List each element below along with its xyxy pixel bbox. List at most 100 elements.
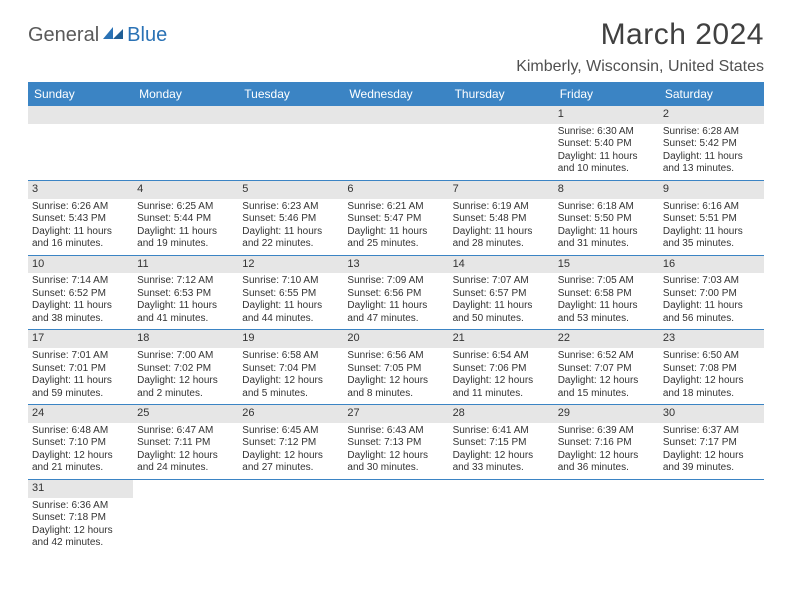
- day-number: 28: [449, 405, 554, 423]
- day-detail-line: Sunrise: 6:48 AM: [32, 425, 129, 438]
- day-detail-line: and 28 minutes.: [453, 238, 550, 251]
- day-number: 4: [133, 181, 238, 199]
- day-number: 13: [343, 256, 448, 274]
- day-cell: 31Sunrise: 6:36 AMSunset: 7:18 PMDayligh…: [28, 480, 133, 554]
- day-detail-line: Sunset: 7:04 PM: [242, 363, 339, 376]
- day-detail: Sunrise: 6:50 AMSunset: 7:08 PMDaylight:…: [663, 350, 760, 400]
- day-detail: Sunrise: 6:18 AMSunset: 5:50 PMDaylight:…: [558, 201, 655, 251]
- day-detail-line: Sunrise: 6:50 AM: [663, 350, 760, 363]
- day-header: Sunday: [28, 82, 133, 106]
- day-detail-line: and 39 minutes.: [663, 462, 760, 475]
- logo-text-general: General: [28, 24, 99, 47]
- day-detail: Sunrise: 7:00 AMSunset: 7:02 PMDaylight:…: [137, 350, 234, 400]
- day-detail-line: Daylight: 11 hours: [558, 226, 655, 239]
- day-detail: Sunrise: 6:56 AMSunset: 7:05 PMDaylight:…: [347, 350, 444, 400]
- day-cell: 6Sunrise: 6:21 AMSunset: 5:47 PMDaylight…: [343, 181, 448, 255]
- day-number: 22: [554, 330, 659, 348]
- day-detail-line: and 31 minutes.: [558, 238, 655, 251]
- day-detail-line: Sunset: 5:43 PM: [32, 213, 129, 226]
- day-detail-line: Daylight: 11 hours: [137, 300, 234, 313]
- day-number: 18: [133, 330, 238, 348]
- day-detail: Sunrise: 7:01 AMSunset: 7:01 PMDaylight:…: [32, 350, 129, 400]
- day-cell: [133, 480, 238, 554]
- day-detail-line: Sunset: 6:57 PM: [453, 288, 550, 301]
- day-detail-line: Daylight: 12 hours: [663, 375, 760, 388]
- day-detail-line: Sunrise: 7:07 AM: [453, 275, 550, 288]
- logo-text-blue: Blue: [127, 24, 167, 47]
- day-number: 6: [343, 181, 448, 199]
- title-block: March 2024 Kimberly, Wisconsin, United S…: [516, 18, 764, 76]
- day-cell: 1Sunrise: 6:30 AMSunset: 5:40 PMDaylight…: [554, 106, 659, 180]
- day-cell: 18 Sunrise: 7:00 AMSunset: 7:02 PMDayligh…: [133, 330, 238, 404]
- day-header: Monday: [133, 82, 238, 106]
- day-detail: Sunrise: 6:26 AMSunset: 5:43 PMDaylight:…: [32, 201, 129, 251]
- day-cell: [238, 480, 343, 554]
- day-number: 27: [343, 405, 448, 423]
- day-detail-line: Sunrise: 6:26 AM: [32, 201, 129, 214]
- day-detail-line: Daylight: 11 hours: [32, 226, 129, 239]
- day-detail-line: Sunrise: 7:09 AM: [347, 275, 444, 288]
- day-cell: 28Sunrise: 6:41 AMSunset: 7:15 PMDayligh…: [449, 405, 554, 479]
- day-detail-line: Daylight: 11 hours: [558, 151, 655, 164]
- day-detail-line: Daylight: 11 hours: [242, 300, 339, 313]
- day-cell: 25Sunrise: 6:47 AMSunset: 7:11 PMDayligh…: [133, 405, 238, 479]
- day-cell: 24Sunrise: 6:48 AMSunset: 7:10 PMDayligh…: [28, 405, 133, 479]
- day-detail: Sunrise: 6:28 AMSunset: 5:42 PMDaylight:…: [663, 126, 760, 176]
- day-detail-line: Sunset: 5:51 PM: [663, 213, 760, 226]
- day-detail-line: Sunrise: 6:39 AM: [558, 425, 655, 438]
- day-detail-line: Daylight: 12 hours: [347, 375, 444, 388]
- day-cell: 13Sunrise: 7:09 AMSunset: 6:56 PMDayligh…: [343, 256, 448, 330]
- day-detail-line: Daylight: 12 hours: [137, 375, 234, 388]
- day-detail-line: Daylight: 12 hours: [32, 450, 129, 463]
- day-detail-line: and 25 minutes.: [347, 238, 444, 251]
- day-cell: [449, 106, 554, 180]
- day-cell: 5Sunrise: 6:23 AMSunset: 5:46 PMDaylight…: [238, 181, 343, 255]
- day-detail-line: and 59 minutes.: [32, 388, 129, 401]
- day-detail-line: Daylight: 11 hours: [32, 300, 129, 313]
- day-detail-line: and 36 minutes.: [558, 462, 655, 475]
- day-number: 23: [659, 330, 764, 348]
- day-detail-line: and 11 minutes.: [453, 388, 550, 401]
- day-number: [554, 480, 659, 498]
- day-detail-line: Sunrise: 6:16 AM: [663, 201, 760, 214]
- day-detail-line: Daylight: 12 hours: [242, 375, 339, 388]
- day-detail-line: Sunrise: 7:01 AM: [32, 350, 129, 363]
- header: General Blue March 2024 Kimberly, Wiscon…: [28, 18, 764, 76]
- day-detail-line: Daylight: 11 hours: [453, 300, 550, 313]
- day-detail-line: Sunrise: 6:37 AM: [663, 425, 760, 438]
- day-detail-line: Sunrise: 6:36 AM: [32, 500, 129, 513]
- day-detail-line: Sunrise: 6:25 AM: [137, 201, 234, 214]
- day-detail: Sunrise: 6:43 AMSunset: 7:13 PMDaylight:…: [347, 425, 444, 475]
- day-number: 5: [238, 181, 343, 199]
- day-detail-line: Daylight: 12 hours: [453, 375, 550, 388]
- day-detail-line: Sunset: 7:17 PM: [663, 437, 760, 450]
- day-cell: 12Sunrise: 7:10 AMSunset: 6:55 PMDayligh…: [238, 256, 343, 330]
- day-detail: Sunrise: 6:48 AMSunset: 7:10 PMDaylight:…: [32, 425, 129, 475]
- weeks-container: 1Sunrise: 6:30 AMSunset: 5:40 PMDaylight…: [28, 106, 764, 554]
- logo: General Blue: [28, 24, 167, 47]
- day-number: 20: [343, 330, 448, 348]
- day-detail: Sunrise: 6:45 AMSunset: 7:12 PMDaylight:…: [242, 425, 339, 475]
- day-number: 7: [449, 181, 554, 199]
- day-detail-line: Sunset: 6:53 PM: [137, 288, 234, 301]
- day-cell: 26 Sunrise: 6:45 AMSunset: 7:12 PMDayligh…: [238, 405, 343, 479]
- day-detail-line: Sunrise: 7:10 AM: [242, 275, 339, 288]
- day-detail-line: Sunset: 7:01 PM: [32, 363, 129, 376]
- day-detail-line: Sunset: 6:55 PM: [242, 288, 339, 301]
- day-detail-line: Sunset: 7:11 PM: [137, 437, 234, 450]
- day-number: 26: [238, 405, 343, 423]
- day-detail-line: Sunrise: 6:56 AM: [347, 350, 444, 363]
- day-detail: Sunrise: 7:09 AMSunset: 6:56 PMDaylight:…: [347, 275, 444, 325]
- day-detail-line: Daylight: 12 hours: [558, 450, 655, 463]
- day-detail-line: Daylight: 11 hours: [453, 226, 550, 239]
- day-detail-line: and 18 minutes.: [663, 388, 760, 401]
- day-detail-line: Daylight: 11 hours: [347, 226, 444, 239]
- day-cell: 14Sunrise: 7:07 AMSunset: 6:57 PMDayligh…: [449, 256, 554, 330]
- day-detail-line: Sunrise: 7:14 AM: [32, 275, 129, 288]
- day-detail-line: and 21 minutes.: [32, 462, 129, 475]
- day-cell: [238, 106, 343, 180]
- day-number: 9: [659, 181, 764, 199]
- day-detail-line: Daylight: 11 hours: [663, 151, 760, 164]
- day-number: 16: [659, 256, 764, 274]
- day-detail-line: Daylight: 12 hours: [453, 450, 550, 463]
